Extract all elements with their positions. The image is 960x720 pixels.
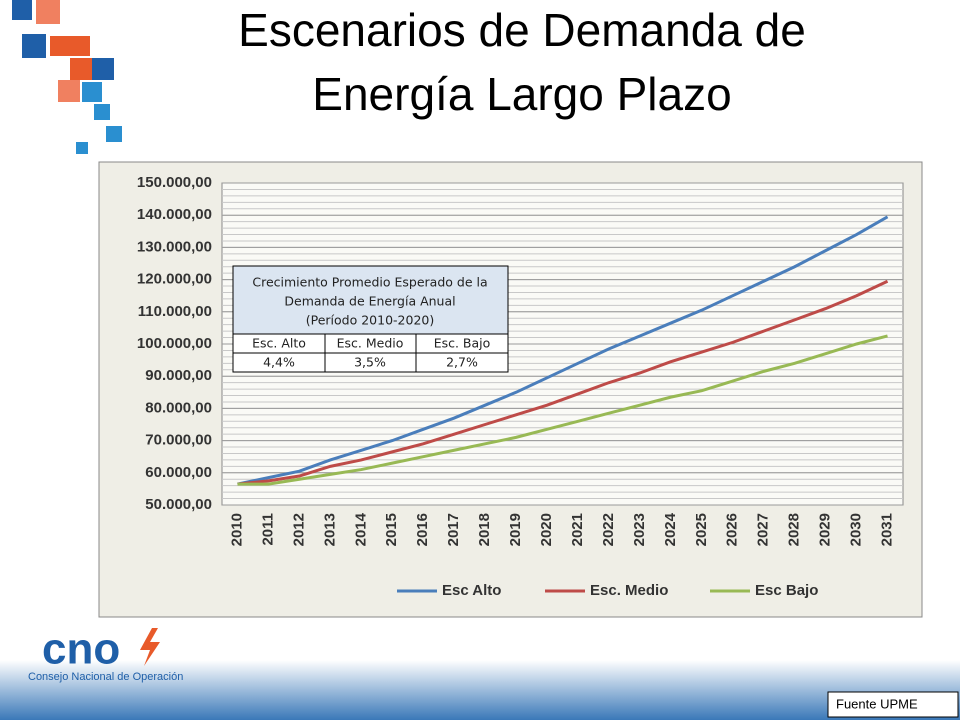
x-tick-label: 2016 — [414, 513, 431, 546]
table-title-cell — [232, 265, 509, 335]
table-cell: 2,7% — [446, 355, 478, 370]
x-tick-label: 2011 — [259, 513, 276, 546]
x-tick-label: 2012 — [290, 513, 307, 546]
y-tick-label: 60.000,00 — [145, 464, 212, 481]
x-tick-label: 2019 — [507, 513, 524, 546]
slide-title: Energía Largo Plazo — [312, 68, 731, 120]
x-tick-label: 2026 — [724, 513, 741, 546]
x-tick-label: 2015 — [383, 513, 400, 546]
x-tick-label: 2014 — [352, 512, 369, 546]
inset-table: Crecimiento Promedio Esperado de la Dema… — [232, 265, 509, 373]
y-tick-label: 150.000,00 — [137, 174, 212, 191]
table-header: Esc. Bajo — [434, 336, 491, 351]
table-cell: 4,4% — [263, 355, 295, 370]
bottom-band — [0, 660, 960, 720]
y-tick-label: 50.000,00 — [145, 496, 212, 513]
y-tick-label: 70.000,00 — [145, 432, 212, 449]
logo-name: cno — [42, 625, 120, 674]
y-tick-label: 140.000,00 — [137, 206, 212, 223]
y-tick-label: 120.000,00 — [137, 271, 212, 288]
y-tick-label: 80.000,00 — [145, 399, 212, 416]
x-tick-label: 2021 — [569, 513, 586, 546]
y-tick-label: 110.000,00 — [138, 303, 212, 320]
x-tick-label: 2029 — [817, 513, 834, 546]
slide-title: Escenarios de Demanda de — [238, 4, 806, 56]
table-title: (Período 2010-2020) — [306, 313, 435, 328]
x-tick-label: 2025 — [693, 513, 710, 546]
y-tick-label: 90.000,00 — [145, 367, 212, 384]
source: Fuente UPME — [836, 696, 918, 711]
x-tick-label: 2028 — [786, 513, 803, 546]
series-line — [237, 215, 889, 486]
logo-subtitle: Consejo Nacional de Operación — [28, 671, 183, 683]
x-tick-label: 2027 — [755, 513, 772, 546]
x-tick-label: 2031 — [878, 513, 895, 546]
logo-bolt — [140, 628, 160, 666]
legend-label: Esc Bajo — [755, 582, 818, 599]
y-tick-label: 130.000,00 — [137, 238, 212, 255]
x-tick-label: 2022 — [600, 513, 617, 546]
x-tick-label: 2030 — [848, 513, 865, 546]
x-tick-label: 2020 — [538, 513, 555, 546]
table-cell: 3,5% — [354, 355, 386, 370]
decor-squares — [12, 0, 122, 154]
x-tick-label: 2010 — [228, 513, 245, 546]
chart: 50.000,00 60.000,00 70.000,00 80.000,00 90.0… — [137, 174, 903, 599]
x-tick-label: 2017 — [445, 513, 462, 546]
table-header: Esc. Medio — [337, 336, 404, 351]
x-tick-label: 2013 — [321, 513, 338, 546]
x-tick-label: 2018 — [476, 513, 493, 546]
source-box — [827, 691, 959, 718]
table-title: Demanda de Energía Anual — [284, 294, 455, 309]
series-line — [237, 334, 888, 486]
legend-label: Esc Alto — [442, 582, 501, 599]
table-title: Crecimiento Promedio Esperado de la — [252, 275, 487, 290]
x-tick-label: 2023 — [631, 513, 648, 546]
series-line — [237, 279, 889, 486]
x-tick-label: 2024 — [662, 512, 679, 546]
legend-label: Esc. Medio — [590, 582, 668, 599]
table-header: Esc. Alto — [252, 336, 306, 351]
y-tick-label: 100.000,00 — [137, 335, 212, 352]
